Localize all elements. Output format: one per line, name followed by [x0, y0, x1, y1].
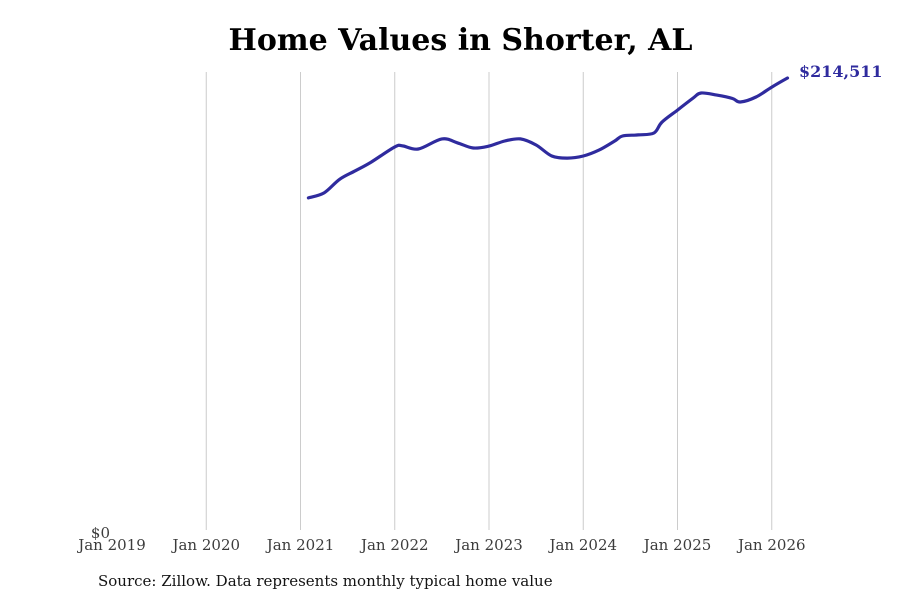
home-value-line [306, 76, 790, 200]
x-axis-label: Jan 2024 [549, 536, 618, 554]
x-axis-label: Jan 2026 [737, 536, 806, 554]
x-axis-label: Jan 2023 [455, 536, 523, 554]
y-axis-zero-label: $0 [90, 524, 110, 542]
x-axis-label: Jan 2025 [643, 536, 712, 554]
x-axis-label: Jan 2020 [172, 536, 241, 554]
chart-title: Home Values in Shorter, AL [228, 23, 693, 58]
current-value-label: $214,511 [799, 62, 883, 81]
x-axis-label: Jan 2022 [360, 536, 429, 554]
x-axis-label: Jan 2019 [78, 536, 146, 554]
x-axis-label: Jan 2021 [266, 536, 335, 554]
source-note: Source: Zillow. Data represents monthly … [98, 572, 553, 590]
